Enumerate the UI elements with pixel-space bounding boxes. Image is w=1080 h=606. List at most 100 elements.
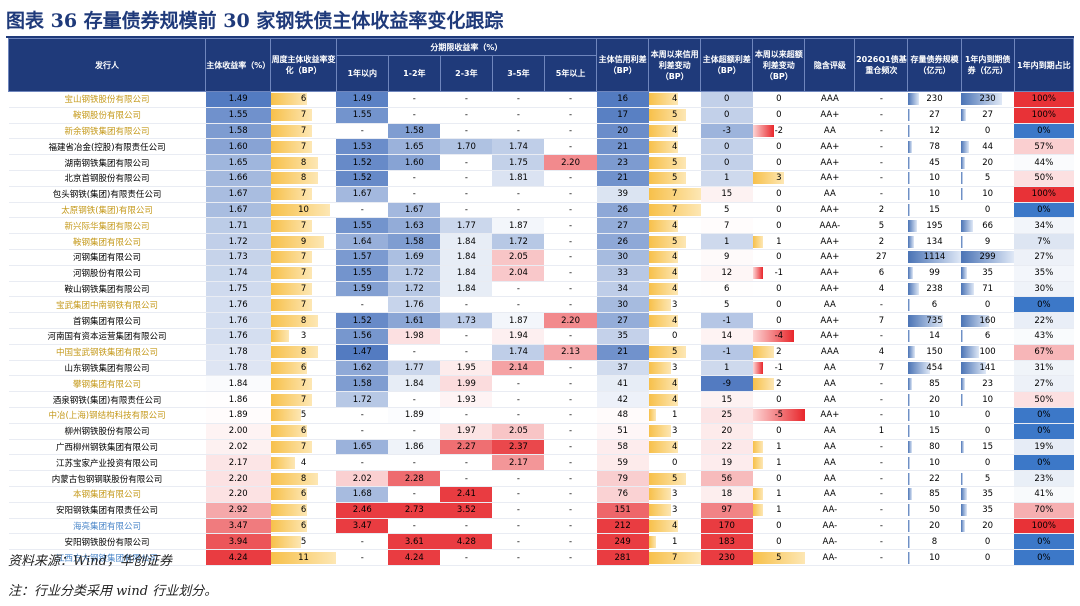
yield-value: 3.94 xyxy=(205,533,271,551)
excess-spread-change-bar xyxy=(752,172,785,185)
header-holding-freq: 2026Q1债基重仓频次 xyxy=(854,38,909,92)
credit-spread-value: 37 xyxy=(596,360,649,377)
due-1y-value: 35 xyxy=(982,268,994,279)
due-share: 43% xyxy=(1014,328,1074,345)
term-yield-3: - xyxy=(440,91,493,108)
issuer-name: 包头钢铁(集团)有限责任公司 xyxy=(8,186,206,203)
credit-spread-change-cell: 7 xyxy=(648,186,701,203)
term-yield-1: 2.02 xyxy=(336,470,389,487)
bond-scale-cell: 6 xyxy=(907,296,962,314)
due-share: 0% xyxy=(1014,296,1074,314)
credit-spread-change-bar xyxy=(648,346,686,359)
holding-frequency: - xyxy=(854,454,908,472)
term-yield-5: - xyxy=(544,533,597,551)
credit-spread-change-bar xyxy=(648,504,671,517)
credit-spread-change-cell: 4 xyxy=(648,312,701,329)
due-1y-value: 6 xyxy=(984,331,991,342)
weekly-change-cell: 7 xyxy=(270,107,337,124)
term-yield-3: 1.97 xyxy=(440,423,493,440)
weekly-change-value: 6 xyxy=(300,489,307,500)
weekly-change-bar xyxy=(270,488,307,501)
credit-spread-change-bar xyxy=(648,140,679,153)
weekly-change-bar xyxy=(270,93,307,106)
term-yield-5: - xyxy=(544,107,597,124)
weekly-change-bar xyxy=(270,282,313,295)
excess-spread-change-bar xyxy=(752,267,764,280)
yield-value: 1.89 xyxy=(205,407,271,424)
due-1y-cell: 20 xyxy=(961,154,1015,171)
due-1y-value: 5 xyxy=(984,173,991,184)
excess-spread-value: 20 xyxy=(700,423,753,440)
term-yield-1: 1.52 xyxy=(336,170,389,187)
term-yield-4: 1.87 xyxy=(492,217,545,235)
implied-rating: AA xyxy=(804,486,855,503)
credit-spread-change-bar xyxy=(648,551,701,564)
table-row: 内蒙古包钢钢联股份有限公司 2.20 8 2.02 2.28- - -79 5 56 0 AA -22… xyxy=(8,470,1074,487)
credit-spread-change-value: 5 xyxy=(671,347,678,358)
issuer-name: 太原钢铁(集团)有限公司 xyxy=(8,202,206,219)
holding-frequency: 2 xyxy=(854,202,908,219)
bond-scale-value: 10 xyxy=(929,457,940,468)
credit-spread-value: 21 xyxy=(596,170,649,187)
term-yield-3: - xyxy=(440,202,493,219)
weekly-change-cell: 5 xyxy=(270,407,337,424)
table-row: 河钢股份有限公司 1.74 7 1.55 1.72 1.84 2.04-33 4 12 -1 AA+… xyxy=(8,265,1074,282)
weekly-change-bar xyxy=(270,267,313,280)
weekly-change-value: 6 xyxy=(300,426,307,437)
issuer-name: 新余钢铁集团有限公司 xyxy=(8,123,206,140)
bond-scale-value: 85 xyxy=(929,489,940,500)
yield-value: 2.17 xyxy=(205,454,271,472)
excess-spread-change-cell: 2 xyxy=(752,344,805,361)
bond-scale-cell: 10 xyxy=(907,186,962,203)
due-share: 35% xyxy=(1014,265,1074,282)
due-share: 19% xyxy=(1014,439,1074,456)
credit-spread-change-bar xyxy=(648,267,679,280)
issuer-name: 鞍钢股份有限公司 xyxy=(8,107,206,124)
excess-spread-change-bar xyxy=(752,440,764,453)
credit-spread-change-bar xyxy=(648,203,701,216)
bond-scale-cell: 50 xyxy=(907,502,962,519)
issuer-name: 北京首钢股份有限公司 xyxy=(8,170,206,187)
term-yield-3: - xyxy=(440,518,493,535)
bond-scale-cell: 27 xyxy=(907,107,962,124)
header-term-5: 5年以上 xyxy=(543,55,598,92)
header-credit-spread: 主体信用利差（BP） xyxy=(596,38,650,92)
credit-spread-change-bar xyxy=(648,124,679,137)
credit-spread-change-cell: 7 xyxy=(648,549,701,566)
term-yield-3: 1.84 xyxy=(440,281,493,298)
term-yield-2: 1.72 xyxy=(388,265,441,282)
credit-spread-change-cell: 1 xyxy=(648,407,701,424)
term-yield-3: - xyxy=(440,454,493,472)
credit-spread-change-cell: 5 xyxy=(648,154,701,171)
term-yield-4: 1.75 xyxy=(492,154,545,171)
implied-rating: AA- xyxy=(804,533,855,551)
table-row: 鞍钢股份有限公司 1.55 7 1.55- - - -17 5 0 0 AA+ -27 27 100% xyxy=(8,107,1074,124)
due-1y-cell: 35 xyxy=(961,502,1015,519)
bond-scale-value: 15 xyxy=(929,426,940,437)
due-1y-cell: 6 xyxy=(961,328,1015,345)
term-yield-5: - xyxy=(544,249,597,266)
bond-scale-cell: 85 xyxy=(907,375,962,393)
bond-scale-cell: 22 xyxy=(907,470,962,487)
credit-spread-change-value: 3 xyxy=(671,505,678,516)
due-1y-value: 100 xyxy=(979,347,996,358)
yield-value: 1.58 xyxy=(205,123,271,140)
due-1y-value: 0 xyxy=(984,426,991,437)
yield-value: 1.65 xyxy=(205,154,271,171)
bond-scale-value: 20 xyxy=(929,520,940,531)
bond-scale-value: 45 xyxy=(929,157,940,168)
credit-spread-change-value: 4 xyxy=(671,252,678,263)
holding-frequency: - xyxy=(854,186,908,203)
due-1y-bar xyxy=(961,330,963,343)
weekly-change-cell: 3 xyxy=(270,328,337,345)
holding-frequency: - xyxy=(854,91,908,108)
header-due-share: 1年内到期占比 xyxy=(1013,38,1075,92)
excess-spread-change-bar xyxy=(752,124,774,137)
term-yield-2: 1.63 xyxy=(388,217,441,235)
issuer-name: 攀钢集团有限公司 xyxy=(8,375,206,393)
bond-scale-cell: 8 xyxy=(907,533,962,551)
excess-spread-value: -9 xyxy=(700,375,753,393)
credit-spread-value: 79 xyxy=(596,470,649,487)
term-yield-3: - xyxy=(440,123,493,140)
excess-spread-change-cell: -5 xyxy=(752,407,805,424)
